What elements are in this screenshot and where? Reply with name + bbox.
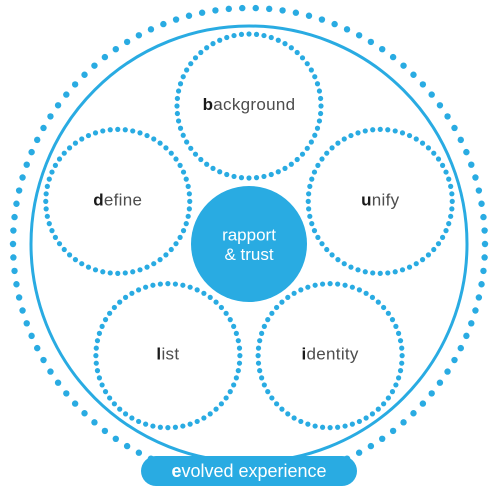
petal-label-1: unify <box>361 191 400 210</box>
petal-label-3: list <box>156 345 179 364</box>
petal-label-4: define <box>93 191 142 210</box>
petal-2: identity <box>256 281 405 430</box>
center-label: rapport& trust <box>222 226 276 265</box>
outer-label: evolved experience <box>171 461 326 481</box>
petal-1: unify <box>306 127 455 276</box>
petal-0: background <box>174 31 323 180</box>
petal-4: define <box>43 127 192 276</box>
petal-label-0: background <box>203 95 296 114</box>
petal-label-2: identity <box>302 345 359 364</box>
petal-3: list <box>93 281 242 430</box>
build-diagram: background unify identity list define rapport… <box>0 0 500 500</box>
